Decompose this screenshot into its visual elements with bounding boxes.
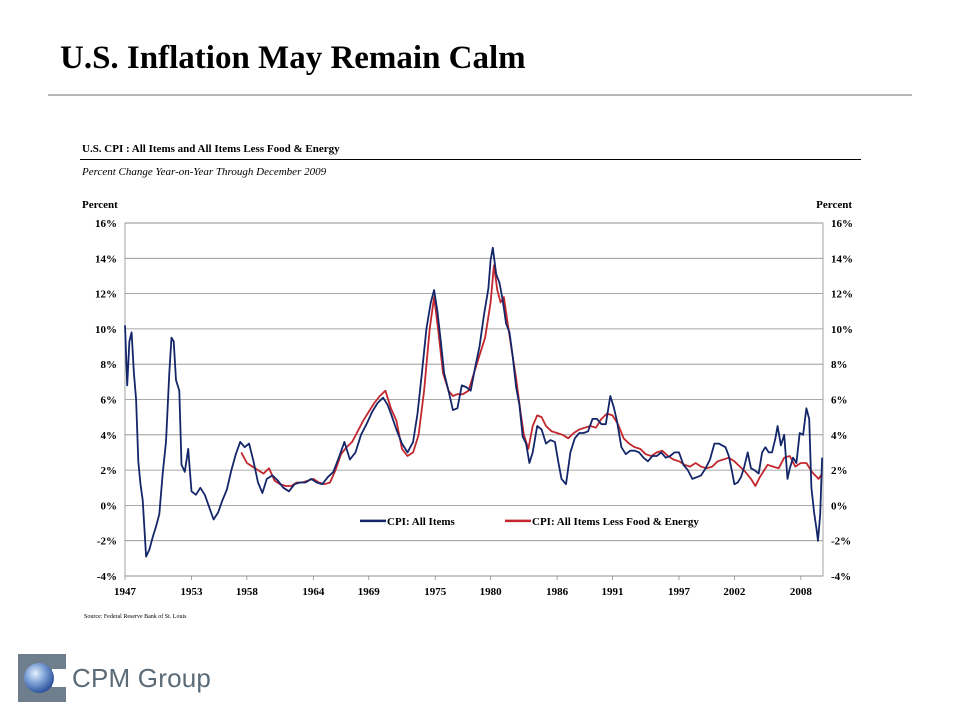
y-axis-label-left: Percent [82, 199, 118, 211]
y-tick-label-left: 12% [95, 289, 117, 301]
y-tick-label-left: 2% [101, 465, 118, 477]
x-tick-label: 1986 [546, 586, 569, 598]
y-tick-label-right: 0% [831, 500, 848, 512]
plot-border [124, 222, 824, 577]
y-tick-label-left: 14% [95, 253, 117, 265]
y-tick-label-left: 8% [101, 359, 118, 371]
globe-icon [18, 654, 66, 702]
x-tick-label: 1991 [601, 586, 623, 598]
y-tick-label-left: 0% [101, 500, 118, 512]
y-tick-label-right: -2% [831, 536, 851, 548]
chart-title-divider [80, 159, 861, 160]
y-tick-label-left: -4% [97, 571, 117, 583]
x-tick-label: 1953 [180, 586, 203, 598]
slide-title: U.S. Inflation May Remain Calm [60, 40, 526, 76]
legend-label: CPI: All Items [387, 516, 456, 528]
y-tick-label-left: 10% [95, 324, 117, 336]
source-note: Source: Federal Reserve Bank of St. Loui… [84, 614, 187, 620]
x-tick-label: 1964 [302, 586, 325, 598]
series-line-cpi-core [240, 264, 823, 487]
chart-subtitle: Percent Change Year-on-Year Through Dece… [82, 166, 327, 178]
x-tick-label: 2002 [723, 586, 746, 598]
series-line-cpi-all-items [124, 246, 823, 558]
x-tick-label: 1969 [358, 586, 381, 598]
x-tick-label: 2008 [790, 586, 813, 598]
y-tick-label-right: 12% [831, 289, 853, 301]
y-tick-label-right: 10% [831, 324, 853, 336]
y-tick-label-right: 6% [831, 395, 848, 407]
company-logo: CPM Group [18, 654, 211, 702]
y-tick-label-right: -4% [831, 571, 851, 583]
title-divider [48, 94, 912, 96]
legend-label: CPI: All Items Less Food & Energy [532, 516, 699, 528]
x-tick-label: 1958 [236, 586, 259, 598]
y-tick-label-left: 16% [95, 218, 117, 230]
y-tick-label-right: 16% [831, 218, 853, 230]
x-tick-label: 1997 [668, 586, 691, 598]
y-axis-label-right: Percent [816, 199, 852, 211]
logo-text: CPM Group [72, 662, 212, 693]
y-tick-label-left: 4% [101, 430, 118, 442]
y-tick-label-right: 14% [831, 253, 853, 265]
x-tick-label: 1947 [114, 586, 137, 598]
y-tick-label-left: -2% [97, 536, 117, 548]
y-tick-label-left: 6% [101, 395, 118, 407]
y-tick-label-right: 8% [831, 359, 848, 371]
chart-title: U.S. CPI : All Items and All Items Less … [82, 143, 340, 155]
x-tick-label: 1980 [480, 586, 503, 598]
y-tick-label-right: 2% [831, 465, 848, 477]
y-tick-label-right: 4% [831, 430, 848, 442]
x-tick-label: 1975 [424, 586, 447, 598]
